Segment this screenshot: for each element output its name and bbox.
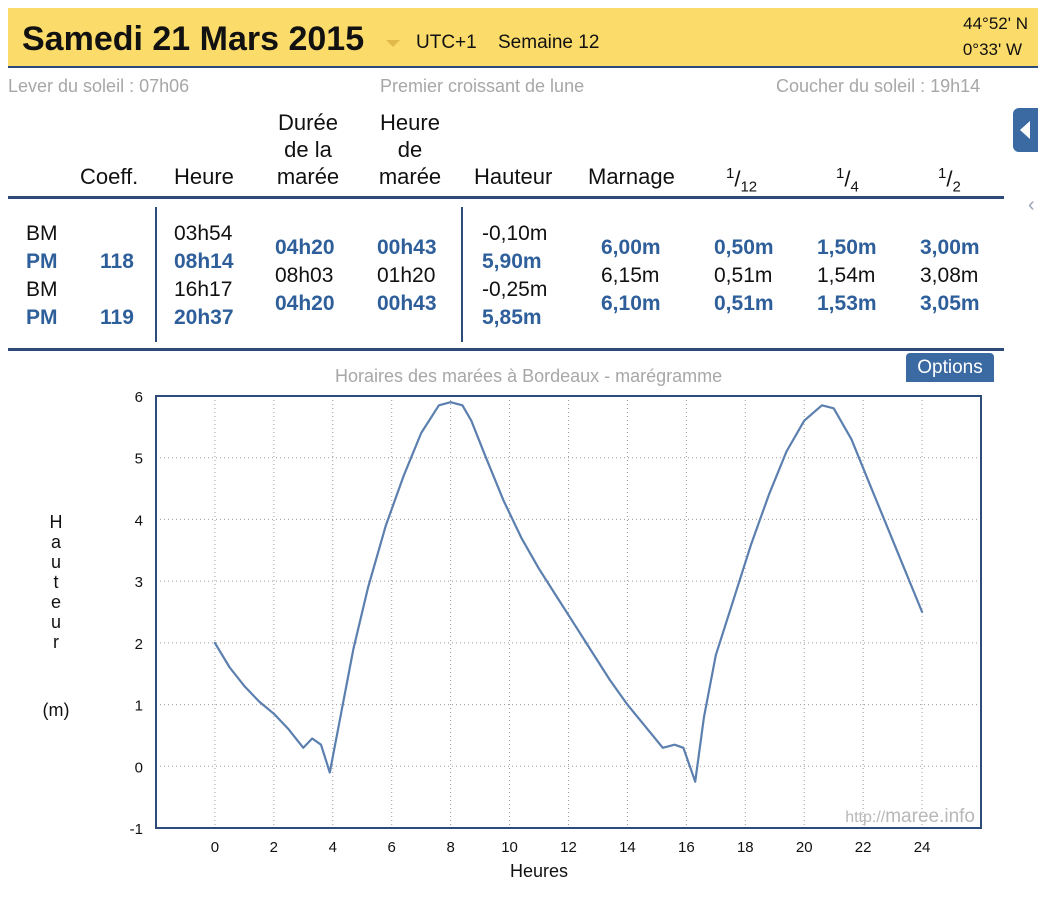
x-tick-label: 24 <box>914 839 931 856</box>
x-axis-label: Heures <box>510 861 568 881</box>
x-tick-label: 14 <box>619 839 636 856</box>
y-tick-label: 5 <box>135 451 143 468</box>
moon-phase-label: Premier croissant de lune <box>380 76 585 96</box>
table-divider <box>461 207 463 342</box>
sunset-label: Coucher du soleil : 19h14 <box>776 76 981 96</box>
y-tick-label: -1 <box>130 821 143 838</box>
header-heure: Heure <box>174 164 234 189</box>
x-tick-label: 16 <box>678 839 695 856</box>
timezone-label: UTC+1 <box>416 32 477 53</box>
plot-frame <box>155 395 982 829</box>
y-tick-label: 0 <box>135 759 143 776</box>
x-tick-label: 22 <box>855 839 872 856</box>
watermark: http://maree.info <box>845 806 975 827</box>
y-axis-label-letter: H <box>50 512 63 532</box>
sunrise-label: Lever du soleil : 07h06 <box>8 76 190 96</box>
table-top-rule <box>8 196 1004 199</box>
longitude-label: 0°33' W <box>962 40 1022 59</box>
hauteur-column: -0,10m 5,90m -0,25m 5,85m <box>482 222 548 329</box>
tide-type: PM <box>26 306 58 329</box>
tide-type: PM <box>26 250 58 273</box>
table-divider <box>155 207 157 342</box>
header-heure-maree: Heure de marée <box>378 110 442 189</box>
coeff-column: 118 119 <box>100 250 134 329</box>
chevron-left-icon[interactable]: ‹ <box>1028 194 1035 216</box>
x-tick-label: 0 <box>211 839 219 856</box>
x-tick-label: 4 <box>329 839 337 856</box>
y-axis-label-letter: r <box>53 632 59 652</box>
tide-type: BM <box>26 278 58 301</box>
y-axis-label-letter: u <box>51 612 61 632</box>
y-tick-label: 2 <box>135 636 143 653</box>
tide-chart: 0 2 4 6 8 10 12 14 16 18 20 22 24-10123456HeuresHaut… <box>43 389 982 881</box>
duree-column: 04h20 08h03 04h20 <box>275 236 335 315</box>
x-tick-label: 10 <box>501 839 518 856</box>
y-axis-label-letter: u <box>51 552 61 572</box>
x-tick-label: 20 <box>796 839 813 856</box>
header-duree: Durée de la marée <box>276 110 340 189</box>
tide-curve <box>213 401 924 783</box>
header-coeff: Coeff. <box>80 164 139 189</box>
header-one-quarter: 1/4 <box>836 165 859 196</box>
date-title: Samedi 21 Mars 2015 <box>22 20 365 58</box>
chart-title: Horaires des marées à Bordeaux - marégra… <box>335 366 723 386</box>
y-axis-label-letter: a <box>51 532 62 552</box>
latitude-label: 44°52' N <box>963 14 1028 33</box>
y-axis-label-letter: e <box>51 592 61 612</box>
x-tick-label: 18 <box>737 839 754 856</box>
quarter-column: 1,50m 1,54m 1,53m <box>817 236 877 315</box>
header-one-half: 1/2 <box>938 165 961 196</box>
y-tick-label: 6 <box>135 389 143 406</box>
marnage-column: 6,00m 6,15m 6,10m <box>601 236 661 315</box>
y-tick-label: 4 <box>135 512 143 529</box>
y-axis-unit: (m) <box>43 700 70 720</box>
heure-maree-column: 00h43 01h20 00h43 <box>377 236 437 315</box>
heure-column: 03h54 08h14 16h17 20h37 <box>174 222 234 329</box>
x-tick-label: 12 <box>560 839 577 856</box>
half-column: 3,00m 3,08m 3,05m <box>920 236 980 315</box>
x-tick-label: 2 <box>270 839 278 856</box>
tide-type: BM <box>26 222 58 245</box>
table-row: BM PM BM PM <box>26 220 58 332</box>
header-marnage: Marnage <box>588 164 675 189</box>
y-tick-label: 1 <box>135 698 143 715</box>
y-tick-label: 3 <box>135 574 143 591</box>
x-tick-label: 8 <box>446 839 454 856</box>
table-bottom-rule <box>8 348 1004 351</box>
x-tick-label: 6 <box>388 839 396 856</box>
y-axis-label-letter: t <box>53 572 58 592</box>
header-hauteur: Hauteur <box>474 164 553 189</box>
options-button[interactable]: Options <box>906 353 994 382</box>
side-panel-toggle-icon[interactable] <box>1013 108 1038 152</box>
week-label: Semaine 12 <box>498 32 600 53</box>
date-header: Samedi 21 Mars 2015 UTC+1 Semaine 12 44°… <box>8 8 1038 68</box>
twelfth-column: 0,50m 0,51m 0,51m <box>714 236 774 315</box>
header-one-twelfth: 1/12 <box>726 165 758 196</box>
date-dropdown-icon[interactable] <box>386 40 400 47</box>
